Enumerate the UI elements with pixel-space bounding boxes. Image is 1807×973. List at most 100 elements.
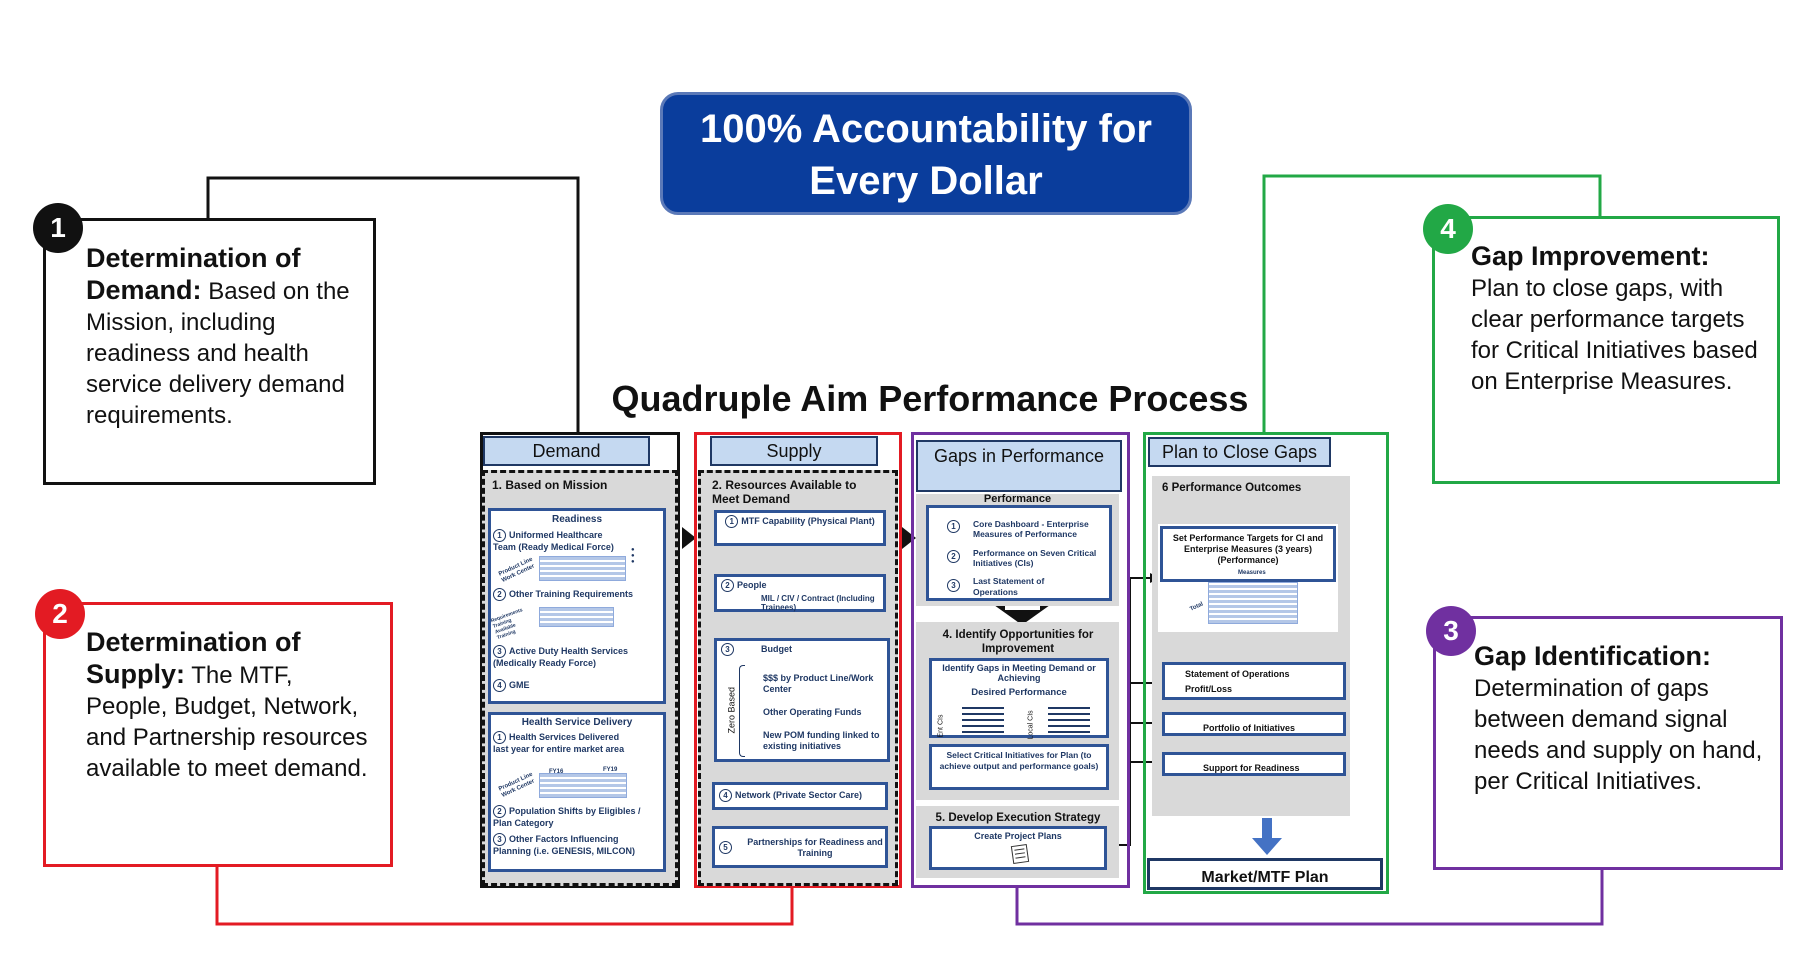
- supply-section-title: 2. Resources Available to Meet Demand: [712, 478, 857, 506]
- health-grid-fy16: FY16: [549, 769, 564, 775]
- connector-demand: [206, 176, 580, 432]
- plan-total-label: Total: [1189, 601, 1205, 613]
- gaps-create-text: Create Project Plans: [974, 831, 1062, 841]
- document-icon: [1010, 843, 1030, 865]
- readiness-box: Readiness 1 Uniformed Healthcare Team (Re…: [488, 508, 666, 704]
- callout-gap-improvement-text: Plan to close gaps, with clear performan…: [1471, 275, 1758, 395]
- plan-portfolio-text: Portfolio of Initiatives: [1203, 723, 1296, 733]
- supply-people-text: MIL / CIV / Contract (Including Trainees…: [761, 594, 875, 612]
- supply-network-box: 4 Network (Private Sector Care): [712, 782, 888, 810]
- gaps-ent-label: Ent CIs: [937, 714, 945, 738]
- arrow-demand-supply: [682, 527, 696, 549]
- plan-header: Plan to Close Gaps: [1148, 437, 1331, 467]
- supply-budget-box: 3 Budget Zero Based $$$ by Product Line/W…: [714, 638, 890, 762]
- health-item-2-text: Population Shifts by Eligibles / Plan Ca…: [493, 805, 641, 828]
- gaps-select-text: Select Critical Initiatives for Plan (to…: [939, 750, 1099, 771]
- plan-readiness-box: Support for Readiness: [1162, 752, 1346, 776]
- gaps-identify-text: Identify Gaps in Meeting Demand or Achie…: [942, 663, 1096, 683]
- gaps-local-grid: [1048, 707, 1090, 733]
- supply-budget-title: Budget: [761, 643, 792, 654]
- readiness-item-2: 2 Other Training Requirements: [493, 588, 663, 601]
- callout-gap-identification: Gap Identification: Determination of gap…: [1433, 616, 1783, 870]
- plan-targets-box: Set Performance Targets for CI and Enter…: [1160, 526, 1336, 582]
- callout-demand: Determination of Demand: Based on the Mi…: [43, 218, 376, 485]
- readiness-item-4-text: GME: [509, 679, 530, 690]
- plan-profit-loss-text: Profit/Loss: [1185, 684, 1233, 694]
- badge-4: 4: [1423, 204, 1473, 254]
- demand-column: [480, 432, 680, 888]
- gaps-column: [911, 432, 1130, 888]
- gaps-identify-box: Identify Gaps in Meeting Demand or Achie…: [929, 658, 1109, 740]
- health-item-1: 1 Health Services Delivered last year for…: [493, 731, 625, 754]
- readiness-item-3-text: Active Duty Health Services (Medically R…: [493, 645, 629, 668]
- callout-supply-heading: Determination of: [86, 627, 301, 657]
- callout-demand-heading-2: Demand:: [86, 275, 202, 305]
- market-mtf-plan: Market/MTF Plan: [1147, 858, 1383, 890]
- callout-gap-improvement: Gap Improvement: Plan to close gaps, wit…: [1432, 216, 1780, 484]
- health-service-box: Health Service Delivery 1 Health Services…: [488, 712, 666, 872]
- gaps-section-5: 5. Develop Execution Strategy: [935, 812, 1101, 824]
- callout-demand-text: Based on the Mission, including readines…: [86, 278, 350, 429]
- health-item-2: 2 Population Shifts by Eligibles / Plan C…: [493, 805, 641, 828]
- readiness-item-4: 4 GME: [493, 679, 530, 692]
- supply-network-text: Network (Private Sector Care): [735, 789, 863, 800]
- supply-budget-item-a: $$$ by Product Line/Work Center: [763, 673, 874, 694]
- plan-section-title: 6 Performance Outcomes: [1162, 482, 1302, 494]
- connector-gaps: [1015, 870, 1604, 926]
- banner-line-2: Every Dollar: [809, 159, 1043, 203]
- process-title: Quadruple Aim Performance Process: [611, 378, 1249, 419]
- gaps-create-box: Create Project Plans: [929, 826, 1107, 870]
- accountability-banner: 100% Accountability for Every Dollar: [660, 92, 1192, 215]
- gaps-section-title: Performance: [983, 493, 1052, 505]
- plan-targets-grid: [1208, 582, 1298, 624]
- down-arrow-plan: [1252, 818, 1282, 855]
- callout-gap-improvement-heading: Gap Improvement:: [1471, 241, 1710, 271]
- gaps-local-label: Local CIs: [1027, 710, 1035, 740]
- supply-people-title: People: [737, 579, 767, 590]
- health-grid: [539, 773, 627, 798]
- readiness-grid-dots: ● ● ●: [631, 547, 635, 565]
- connector-plan: [1262, 174, 1602, 432]
- banner-line-1: 100% Accountability for: [700, 107, 1152, 151]
- callout-gap-identification-text: Determination of gaps between demand sig…: [1474, 675, 1763, 795]
- plan-measures-label: Measures: [1238, 570, 1266, 576]
- health-service-title: Health Service Delivery: [521, 717, 633, 728]
- connector-supply: [215, 865, 794, 926]
- readiness-grid-label: Product Line Work Center: [497, 556, 536, 584]
- plan-portfolio-box: Portfolio of Initiatives: [1162, 712, 1346, 736]
- plan-statement-text: Statement of Operations: [1185, 669, 1290, 679]
- demand-header: Demand: [483, 436, 650, 466]
- supply-mtf-box: 1 MTF Capability (Physical Plant): [714, 510, 886, 546]
- plan-targets-text: Set Performance Targets for CI and Enter…: [1172, 533, 1324, 565]
- gaps-item-1: Core Dashboard - Enterprise Measures of …: [973, 519, 1089, 539]
- readiness-item-1-text: Uniformed Healthcare Team (Ready Medical…: [493, 529, 614, 552]
- gaps-section-4: 4. Identify Opportunities for Improvemen…: [942, 629, 1094, 655]
- gaps-desired-text: Desired Performance: [971, 687, 1067, 698]
- supply-budget-brace: [739, 665, 745, 757]
- gaps-item-3: Last Statement of Operations: [973, 576, 1045, 597]
- supply-header: Supply: [710, 436, 878, 466]
- readiness-item-1: 1 Uniformed Healthcare Team (Ready Medica…: [493, 529, 614, 552]
- health-grid-label: Product Line Work Center: [497, 771, 536, 799]
- supply-budget-side-label: Zero Based: [726, 686, 737, 734]
- badge-2: 2: [35, 589, 85, 639]
- gaps-performance-box: 1 Core Dashboard - Enterprise Measures o…: [926, 505, 1112, 601]
- badge-3: 3: [1426, 606, 1476, 656]
- supply-partnerships-box: 5 Partnerships for Readiness and Trainin…: [712, 826, 888, 868]
- health-item-1-text: Health Services Delivered last year for …: [493, 731, 625, 754]
- readiness-grid: [539, 556, 626, 581]
- callout-supply: Determination of Supply: The MTF, People…: [43, 602, 393, 867]
- callout-supply-text: The MTF, People, Budget, Network, and Pa…: [86, 662, 368, 782]
- supply-column: [694, 432, 902, 888]
- health-grid-fy19: FY19: [603, 767, 618, 773]
- health-item-3-text: Other Factors Influencing Planning (i.e.…: [493, 833, 636, 856]
- training-grid: [539, 607, 614, 627]
- demand-section-title: 1. Based on Mission: [492, 478, 608, 492]
- supply-budget-item-b: Other Operating Funds: [763, 707, 862, 717]
- gaps-select-box: Select Critical Initiatives for Plan (to…: [929, 744, 1109, 790]
- gaps-item-2: Performance on Seven Critical Initiative…: [973, 548, 1097, 568]
- down-arrow-gaps: [994, 605, 1050, 625]
- callout-demand-heading: Determination of: [86, 243, 301, 273]
- health-item-3: 3 Other Factors Influencing Planning (i.e…: [493, 833, 636, 856]
- readiness-title: Readiness: [551, 514, 603, 525]
